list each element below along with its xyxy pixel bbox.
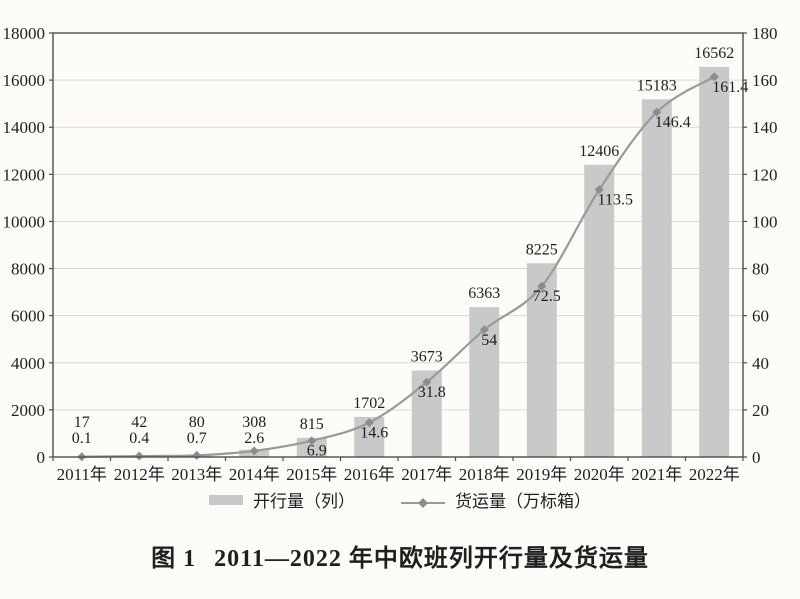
diamond-marker bbox=[364, 418, 374, 428]
y-left-tick-label: 0 bbox=[37, 448, 46, 467]
line-value-label: 31.8 bbox=[418, 384, 446, 401]
diamond-marker bbox=[594, 185, 604, 195]
y-right-tick-label: 140 bbox=[752, 118, 778, 137]
bar-value-label: 42 bbox=[131, 414, 147, 431]
y-left-tick-label: 8000 bbox=[11, 260, 45, 279]
bar-value-label: 308 bbox=[242, 414, 266, 431]
line-value-label: 0.4 bbox=[129, 430, 149, 447]
y-right-tick-label: 40 bbox=[752, 354, 769, 373]
y-left-tick-label: 18000 bbox=[3, 24, 46, 43]
diamond-marker bbox=[134, 451, 144, 461]
bar-value-label: 12406 bbox=[579, 143, 619, 160]
y-right-tick-label: 80 bbox=[752, 260, 769, 279]
y-left-tick-label: 12000 bbox=[3, 165, 46, 184]
x-tick-label: 2020年 bbox=[574, 465, 625, 484]
combo-chart: 0 2000 4000 6000 8000 10000 12000 14000 16000 180… bbox=[3, 24, 778, 484]
y-left-tick-label: 2000 bbox=[11, 401, 45, 420]
plot-border bbox=[52, 32, 744, 458]
bar-value-label: 8225 bbox=[526, 241, 558, 258]
diamond-marker bbox=[422, 377, 432, 387]
caption-label: 图 1 bbox=[151, 546, 197, 572]
bar bbox=[699, 66, 730, 457]
bar-value-label: 17 bbox=[74, 414, 90, 431]
x-tick-label: 2013年 bbox=[171, 465, 222, 484]
x-tick-label: 2017年 bbox=[401, 465, 452, 484]
diamond-marker bbox=[652, 107, 662, 117]
y-right-tick-label: 100 bbox=[752, 212, 778, 231]
x-tick-label: 2022年 bbox=[689, 465, 740, 484]
legend-label-trains: 开行量（列） bbox=[253, 492, 355, 511]
chart-legend: 开行量（列） 货运量（万标箱） bbox=[0, 487, 800, 512]
line-value-label: 14.6 bbox=[360, 425, 388, 442]
bar bbox=[584, 164, 615, 457]
y-right-tick-label: 120 bbox=[752, 165, 778, 184]
bar-value-label: 80 bbox=[189, 414, 205, 431]
diamond-marker bbox=[709, 72, 719, 82]
y-right-tick-label: 60 bbox=[752, 307, 769, 326]
x-tick-label: 2014年 bbox=[229, 465, 280, 484]
diamond-marker bbox=[249, 446, 259, 456]
x-tick-label: 2021年 bbox=[631, 465, 682, 484]
line-value-label: 6.9 bbox=[307, 443, 327, 460]
y-right-tick-label: 160 bbox=[752, 71, 778, 90]
legend-label-freight: 货运量（万标箱） bbox=[455, 492, 591, 511]
x-tick-label: 2012年 bbox=[114, 465, 165, 484]
bar-value-label: 6363 bbox=[468, 285, 500, 302]
legend-item-trains: 开行量（列） bbox=[209, 487, 355, 512]
bar-swatch-icon bbox=[209, 494, 243, 505]
bar-value-label: 16562 bbox=[694, 45, 734, 62]
bar-value-label: 15183 bbox=[637, 77, 677, 94]
y-left-tick-label: 6000 bbox=[11, 307, 45, 326]
x-tick-label: 2015年 bbox=[286, 465, 337, 484]
y-left-tick-label: 10000 bbox=[3, 212, 46, 231]
x-tick-label: 2019年 bbox=[516, 465, 567, 484]
caption-title: 2011—2022 年中欧班列开行量及货运量 bbox=[214, 546, 649, 572]
y-left-tick-label: 14000 bbox=[3, 118, 46, 137]
line-value-label: 54 bbox=[481, 332, 497, 349]
diamond-marker bbox=[307, 436, 317, 446]
line-value-label: 113.5 bbox=[598, 192, 633, 209]
x-tick-label: 2016年 bbox=[344, 465, 395, 484]
line-value-label: 72.5 bbox=[533, 288, 561, 305]
line-series bbox=[81, 75, 715, 458]
y-right-tick-label: 180 bbox=[752, 24, 778, 43]
diamond-marker bbox=[537, 281, 547, 291]
y-right-tick-label: 20 bbox=[752, 401, 769, 420]
bar bbox=[641, 99, 672, 457]
y-left-tick-label: 16000 bbox=[3, 71, 46, 90]
diamond-marker bbox=[192, 450, 202, 460]
x-tick-label: 2011年 bbox=[57, 465, 107, 484]
y-right-tick-label: 0 bbox=[752, 448, 761, 467]
diamond-marker bbox=[479, 325, 489, 335]
line-value-label: 146.4 bbox=[655, 114, 691, 131]
y-left-tick-label: 4000 bbox=[11, 354, 45, 373]
line-value-label: 2.6 bbox=[244, 430, 264, 447]
line-value-label: 0.1 bbox=[72, 430, 92, 447]
line-value-label: 161.4 bbox=[712, 79, 748, 96]
legend-item-freight: 货运量（万标箱） bbox=[401, 487, 591, 512]
x-tick-label: 2018年 bbox=[459, 465, 510, 484]
line-swatch-icon bbox=[401, 494, 445, 508]
line-value-label: 0.7 bbox=[187, 430, 207, 447]
bar-value-label: 815 bbox=[300, 416, 324, 433]
bar-value-label: 1702 bbox=[353, 395, 385, 412]
bar-value-label: 3673 bbox=[411, 348, 443, 365]
figure-caption: 图 1 2011—2022 年中欧班列开行量及货运量 bbox=[0, 538, 800, 573]
